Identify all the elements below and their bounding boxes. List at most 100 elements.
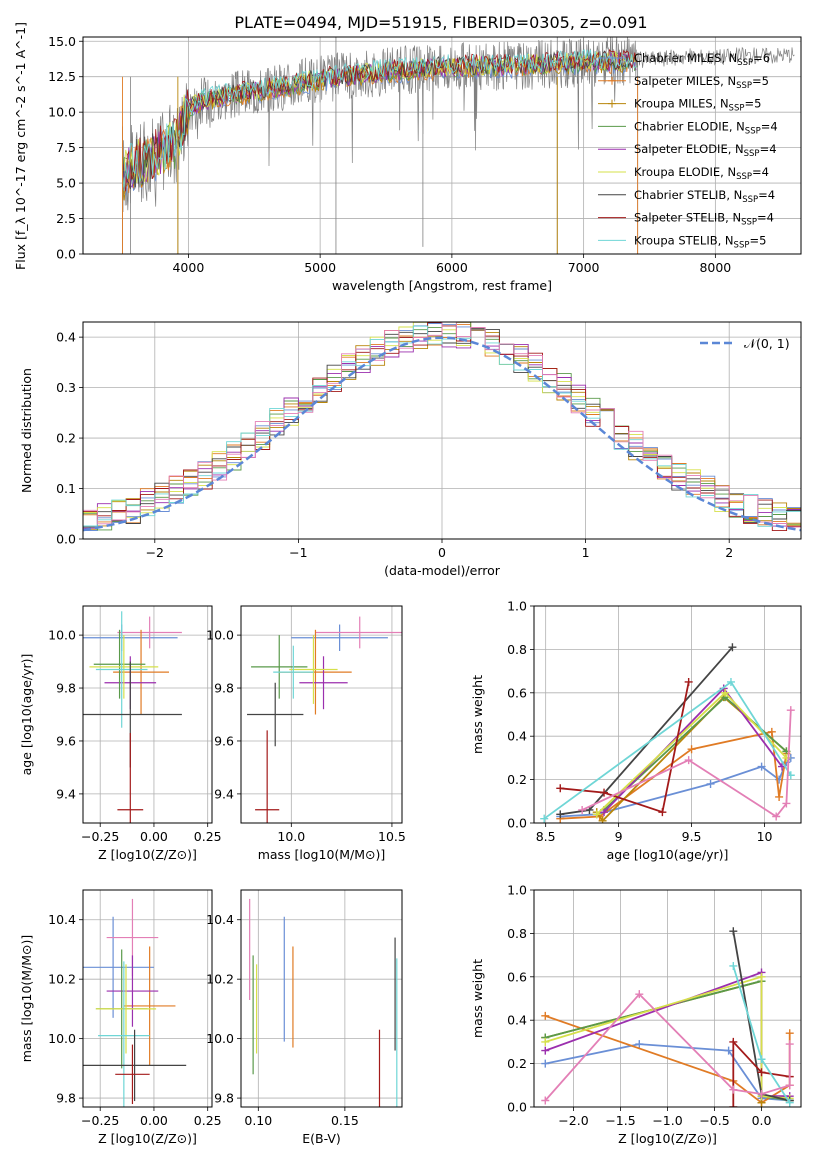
series-marker	[775, 792, 784, 801]
series-marker	[721, 688, 730, 697]
legend-count: =5	[749, 233, 766, 247]
panel-mass_weight_vs_age: 8.5 9 9.5 10 0.0 0.2 0.4 0.6 0.8 1.0 age [log10(ag…	[470, 599, 802, 862]
panel-residuals: −2 −1 0 1 2 0.0 0.1 0.2 0.3 0.4 (data-model)/error…	[19, 321, 802, 578]
legend-label: Kroupa STELIB, NSSP=5	[634, 233, 766, 250]
y-tick-label: 0.8	[507, 926, 527, 941]
model-fit-7	[122, 49, 637, 192]
y-tick-label: 0.2	[56, 431, 76, 446]
series-line-1	[560, 730, 788, 820]
legend-count: =4	[761, 119, 778, 133]
y-tick-label: 2.5	[56, 211, 76, 226]
axes-frame	[533, 889, 802, 1108]
series-marker	[541, 1037, 550, 1046]
series-marker	[782, 799, 791, 808]
y-tick-label: 7.5	[56, 140, 76, 155]
series-marker	[541, 1096, 550, 1105]
y-tick-label: 5.0	[56, 176, 76, 191]
model-fit-2	[122, 53, 637, 201]
y-tick-label: 9.8	[56, 1091, 76, 1106]
x-tick-label: 1	[582, 545, 590, 560]
x-tick-label: −1.5	[605, 1113, 635, 1128]
observed-spectrum	[122, 37, 637, 213]
y-axis-label: Flux [f_λ 10^-17 erg cm^-2 s^-1 A^-1]	[13, 22, 28, 270]
series-marker	[687, 745, 696, 754]
series-marker	[757, 762, 766, 771]
series-marker	[706, 779, 715, 788]
series-marker	[767, 727, 776, 736]
y-tick-label: 10.2	[206, 972, 234, 987]
x-tick-label: −1.0	[652, 1113, 682, 1128]
series-marker	[757, 1055, 766, 1064]
x-tick-label: 5000	[304, 260, 336, 275]
plot-area	[540, 643, 795, 823]
y-tick-label: 0.8	[507, 642, 527, 657]
legend-label: Salpeter ELODIE, NSSP=4	[634, 142, 777, 159]
series-marker	[600, 808, 609, 817]
legend-marker	[608, 54, 616, 62]
legend-label: Kroupa ELODIE, NSSP=4	[634, 165, 769, 182]
y-tick-label: 10.0	[48, 628, 76, 643]
x-tick-label: −1	[289, 545, 307, 560]
legend-subscript: SSP	[742, 195, 758, 205]
legend-label: Chabrier MILES, NSSP=6	[634, 51, 770, 68]
x-tick-label: −0.25	[81, 1113, 119, 1128]
x-axis-label: age [log10(age/yr)]	[607, 847, 729, 862]
series-marker	[729, 961, 738, 970]
x-tick-label: 8000	[699, 260, 731, 275]
series-marker	[726, 677, 735, 686]
y-tick-label: 9.4	[56, 786, 76, 801]
panel-age_vs_mass: 10.0 10.5 9.4 9.6 9.8 10.0 mass [log10(M/M⊙)]	[206, 605, 406, 862]
x-tick-label: 6000	[436, 260, 468, 275]
axes-frame	[240, 605, 403, 824]
plot-area	[83, 611, 182, 823]
plot-area	[249, 898, 398, 1107]
y-axis-label: age [log10(age/yr)]	[19, 654, 34, 776]
legend-subscript: SSP	[744, 149, 760, 159]
x-axis-label: Z [log10(Z/Z⊙)]	[618, 1131, 717, 1146]
legend-count: =4	[757, 211, 774, 225]
y-tick-label: 0.0	[56, 247, 76, 262]
y-tick-label: 10.0	[48, 105, 76, 120]
legend-label: Chabrier STELIB, NSSP=4	[634, 188, 775, 205]
y-tick-label: 0.0	[507, 816, 527, 831]
x-tick-label: 9.5	[682, 829, 702, 844]
y-tick-label: 10.2	[48, 972, 76, 987]
y-tick-label: 9.6	[56, 733, 76, 748]
figure-title: PLATE=0494, MJD=51915, FIBERID=0305, z=0…	[234, 13, 647, 32]
legend-count: =5	[752, 74, 769, 88]
legend-subscript: SSP	[736, 81, 752, 91]
x-tick-label: 2	[725, 545, 733, 560]
legend-label: Chabrier ELODIE, NSSP=4	[634, 119, 778, 136]
series-marker	[724, 1046, 733, 1055]
legend-count: =5	[744, 97, 761, 111]
series-marker	[578, 805, 587, 814]
y-tick-label: 10.0	[48, 1031, 76, 1046]
legend-count: =4	[760, 142, 777, 156]
y-tick-label: 0.2	[507, 1056, 527, 1071]
legend-subscript: SSP	[736, 172, 752, 182]
y-axis-label: mass [log10(M/M⊙)]	[19, 935, 34, 1063]
x-tick-label: 10.5	[378, 829, 406, 844]
axes-frame	[82, 36, 802, 255]
panel-spectrum: 4000 5000 6000 7000 8000 0.0 2.5 5.0 7.5 10.0 12.5…	[13, 22, 802, 293]
x-tick-label: 7000	[568, 260, 600, 275]
y-tick-label: 0.6	[507, 685, 527, 700]
y-tick-label: 10.0	[206, 628, 234, 643]
series-marker	[684, 677, 693, 686]
series-marker	[600, 788, 609, 797]
x-tick-label: 4000	[172, 260, 204, 275]
x-tick-label: −0.25	[81, 829, 119, 844]
series-marker	[772, 812, 781, 821]
y-axis-label: Normed distribution	[19, 368, 34, 493]
series-marker	[785, 1098, 794, 1107]
panel-mass_weight_vs_Z: −2.0 −1.5 −1.0 −0.5 0.0 0.0 0.2 0.4 0.6 0.8 1.0 Z […	[470, 883, 802, 1146]
y-tick-label: 0.6	[507, 969, 527, 984]
series-marker	[556, 784, 565, 793]
x-tick-label: 0.25	[194, 829, 222, 844]
series-marker	[635, 1040, 644, 1049]
series-marker	[598, 816, 607, 823]
x-tick-label: 10.0	[277, 829, 305, 844]
series-marker	[729, 927, 738, 936]
x-tick-label: 0.10	[244, 1113, 272, 1128]
